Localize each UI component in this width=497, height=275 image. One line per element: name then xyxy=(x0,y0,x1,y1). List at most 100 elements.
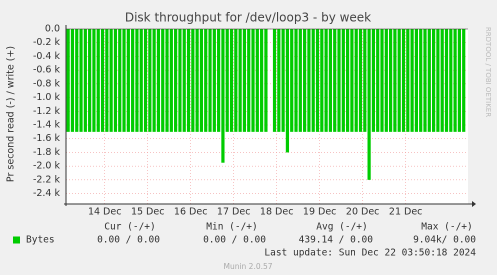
spike xyxy=(178,29,182,132)
spike xyxy=(88,29,92,132)
spike xyxy=(264,29,268,132)
spike xyxy=(148,29,152,132)
spike xyxy=(135,29,139,132)
axis-arrow xyxy=(472,201,476,207)
legend-value: 0.00 / 0.00 xyxy=(97,235,160,246)
y-tick-label: -1.4 k xyxy=(33,120,61,131)
spike xyxy=(281,29,285,132)
spike xyxy=(109,29,113,132)
spike xyxy=(449,29,453,132)
spike xyxy=(161,29,165,132)
spike xyxy=(440,29,444,132)
y-tick-label: -1.6 k xyxy=(33,133,61,144)
spike xyxy=(389,29,393,132)
spike xyxy=(208,29,212,132)
y-tick-label: -0.4 k xyxy=(33,51,61,62)
chart-title: Disk throughput for /dev/loop3 - by week xyxy=(125,11,371,25)
spike xyxy=(298,29,302,132)
y-tick-label: -0.2 k xyxy=(33,37,61,48)
spike xyxy=(358,29,363,132)
spike xyxy=(303,29,307,132)
footer: Munin 2.0.57 xyxy=(223,262,272,271)
legend-header: Cur (-/+) xyxy=(104,222,155,233)
y-tick-label: -1.0 k xyxy=(33,92,61,103)
spike xyxy=(247,29,251,132)
x-tick-label: 16 Dec xyxy=(174,207,208,218)
spike xyxy=(251,29,255,132)
spike xyxy=(217,29,221,132)
y-axis-label: Pr second read (-) / write (+) xyxy=(6,46,17,182)
spike xyxy=(139,29,143,132)
x-tick-label: 21 Dec xyxy=(389,207,423,218)
spike xyxy=(255,29,259,132)
spike xyxy=(444,29,449,132)
spike xyxy=(367,29,371,180)
spike xyxy=(341,29,345,132)
spike xyxy=(105,29,109,132)
spike xyxy=(122,29,126,132)
y-tick-label: -2.0 k xyxy=(33,161,61,172)
y-tick-label: 0.0 xyxy=(45,24,60,35)
spike xyxy=(83,29,87,132)
x-tick-label: 19 Dec xyxy=(303,207,337,218)
side-label: RRDTOOL / TOBI OETIKER xyxy=(484,27,492,117)
spike xyxy=(380,29,384,132)
spike xyxy=(462,29,466,132)
spike xyxy=(457,29,462,132)
spike xyxy=(363,29,367,132)
spike xyxy=(66,29,70,132)
spike xyxy=(79,29,83,132)
x-tick-label: 14 Dec xyxy=(88,207,122,218)
spike xyxy=(113,29,118,132)
spike xyxy=(307,29,311,132)
spike xyxy=(290,29,294,132)
y-tick-label: -1.8 k xyxy=(33,147,61,158)
spike xyxy=(337,29,341,132)
spike xyxy=(225,29,229,132)
spike xyxy=(156,29,161,132)
spike xyxy=(419,29,423,132)
spike xyxy=(320,29,324,132)
spike xyxy=(186,29,191,132)
spike xyxy=(423,29,427,132)
x-tick-label: 17 Dec xyxy=(217,207,251,218)
y-tick-label: -0.8 k xyxy=(33,78,61,89)
spike xyxy=(75,29,79,132)
spike xyxy=(277,29,281,132)
spike xyxy=(96,29,100,132)
spike xyxy=(432,29,436,132)
last-update: Last update: Sun Dec 22 03:50:18 2024 xyxy=(264,248,476,259)
spike xyxy=(238,29,242,132)
spike xyxy=(100,29,105,132)
spike xyxy=(346,29,350,132)
spike xyxy=(126,29,130,132)
legend-value: 439.14 / 0.00 xyxy=(299,235,374,246)
spike xyxy=(169,29,173,132)
x-tick-label: 20 Dec xyxy=(346,207,380,218)
y-tick-label: -2.2 k xyxy=(33,174,61,185)
spike xyxy=(324,29,328,132)
spike xyxy=(401,29,406,132)
spike xyxy=(182,29,186,132)
y-tick-label: -1.2 k xyxy=(33,106,61,117)
x-tick-label: 15 Dec xyxy=(131,207,165,218)
spike xyxy=(143,29,148,132)
spike xyxy=(371,29,376,132)
spike xyxy=(393,29,397,132)
spike xyxy=(427,29,431,132)
spike xyxy=(272,29,277,132)
spike xyxy=(212,29,216,132)
spike xyxy=(294,29,298,132)
spike xyxy=(436,29,440,132)
legend-value: 0.00 / 0.00 xyxy=(203,235,266,246)
spike xyxy=(131,29,135,132)
legend-header: Avg (-/+) xyxy=(316,222,367,233)
legend-header: Min (-/+) xyxy=(206,222,257,233)
legend-swatch xyxy=(13,236,20,244)
spike xyxy=(234,29,238,132)
spike xyxy=(221,29,225,163)
spike xyxy=(174,29,178,132)
spike xyxy=(354,29,358,132)
spike xyxy=(152,29,156,132)
